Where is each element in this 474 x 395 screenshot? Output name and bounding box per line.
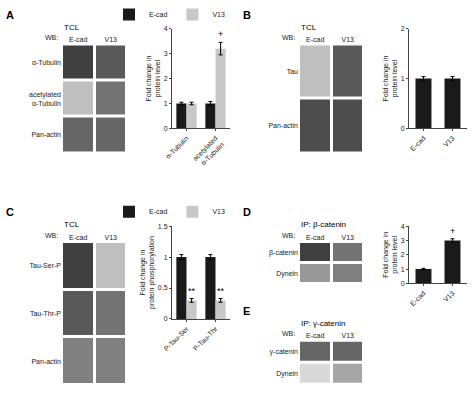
- svg-text:WB:: WB:: [282, 232, 295, 239]
- svg-text:1: 1: [164, 254, 168, 261]
- svg-text:0: 0: [401, 125, 405, 132]
- svg-text:β-catenin: β-catenin: [269, 249, 298, 257]
- svg-text:V13: V13: [442, 134, 456, 148]
- svg-text:Tau-Ser-P: Tau-Ser-P: [29, 262, 61, 269]
- svg-text:0: 0: [164, 315, 168, 322]
- svg-text:E-cad: E-cad: [306, 332, 324, 339]
- svg-text:2: 2: [401, 25, 405, 32]
- svg-text:Fold change inprotein level: Fold change inprotein level: [145, 55, 162, 101]
- svg-text:B: B: [243, 9, 251, 21]
- svg-text:1.5: 1.5: [158, 223, 168, 230]
- svg-text:1: 1: [401, 75, 405, 82]
- svg-text:E-cad: E-cad: [306, 234, 324, 241]
- svg-text:3: 3: [164, 50, 168, 57]
- svg-text:1: 1: [164, 100, 168, 107]
- svg-text:WB:: WB:: [45, 232, 58, 239]
- svg-text:4: 4: [164, 25, 168, 32]
- svg-text:V13: V13: [342, 332, 355, 339]
- svg-text:WB:: WB:: [282, 34, 295, 41]
- svg-text:V13: V13: [212, 11, 225, 18]
- svg-text:V13: V13: [342, 234, 355, 241]
- svg-text:WB:: WB:: [282, 330, 295, 337]
- svg-text:TCL: TCL: [301, 23, 317, 32]
- svg-text:WB:: WB:: [45, 34, 58, 41]
- svg-text:E-cad: E-cad: [149, 11, 167, 18]
- svg-text:V13: V13: [105, 36, 118, 43]
- svg-text:E-cad: E-cad: [409, 134, 427, 152]
- svg-text:Tau-Thr-P: Tau-Thr-P: [30, 310, 61, 317]
- svg-text:+: +: [218, 29, 223, 39]
- svg-text:V13: V13: [105, 234, 118, 241]
- svg-text:Pan-actin: Pan-actin: [268, 122, 298, 129]
- svg-text:Fold change inprotein phosphor: Fold change inprotein phosphorylation: [139, 236, 156, 309]
- svg-text:P-Tau-Thr: P-Tau-Thr: [192, 325, 219, 352]
- svg-text:Fold change inprotein level: Fold change inprotein level: [382, 55, 399, 101]
- svg-text:E-cad: E-cad: [409, 289, 427, 307]
- svg-text:D: D: [243, 206, 251, 218]
- svg-text:E-cad: E-cad: [69, 234, 87, 241]
- svg-text:4: 4: [401, 223, 405, 230]
- svg-text:E: E: [243, 305, 250, 317]
- svg-text:Dynein: Dynein: [276, 370, 298, 378]
- svg-text:0: 0: [401, 280, 405, 287]
- svg-text:α-Tubulin: α-Tubulin: [164, 134, 190, 160]
- svg-text:**: **: [188, 286, 196, 296]
- svg-text:P-Tau-Ser: P-Tau-Ser: [162, 325, 190, 353]
- svg-text:2: 2: [401, 251, 405, 258]
- svg-text:E-cad: E-cad: [149, 208, 167, 215]
- svg-text:**: **: [217, 286, 225, 296]
- svg-text:acetylatedα-Tubulin: acetylatedα-Tubulin: [29, 91, 61, 107]
- svg-text:E-cad: E-cad: [69, 36, 87, 43]
- svg-text:1: 1: [401, 266, 405, 273]
- svg-text:Fold change inprotein level: Fold change inprotein level: [382, 232, 399, 278]
- svg-text:3: 3: [401, 237, 405, 244]
- svg-text:TCL: TCL: [64, 23, 80, 32]
- svg-text:A: A: [6, 9, 14, 21]
- svg-text:IP: β-catenin: IP: β-catenin: [301, 220, 346, 229]
- svg-text:α-Tubulin: α-Tubulin: [32, 59, 61, 66]
- svg-text:Dynein: Dynein: [276, 270, 298, 278]
- svg-text:C: C: [6, 206, 14, 218]
- svg-text:V13: V13: [212, 208, 225, 215]
- svg-text:Tau: Tau: [287, 68, 298, 75]
- svg-text:V13: V13: [342, 36, 355, 43]
- svg-text:0: 0: [164, 125, 168, 132]
- svg-text:+: +: [450, 226, 455, 236]
- svg-text:acetylatedα-Tubulin: acetylatedα-Tubulin: [191, 134, 225, 168]
- svg-text:E-cad: E-cad: [306, 36, 324, 43]
- svg-text:V13: V13: [442, 289, 456, 303]
- svg-text:TCL: TCL: [64, 220, 80, 229]
- svg-text:Pan-actin: Pan-actin: [31, 358, 61, 365]
- svg-text:Pan-actin: Pan-actin: [31, 131, 61, 138]
- svg-text:IP: γ-catenin: IP: γ-catenin: [301, 319, 345, 328]
- svg-text:2: 2: [164, 75, 168, 82]
- svg-text:0.5: 0.5: [158, 284, 168, 291]
- svg-text:γ-catenin: γ-catenin: [270, 348, 299, 356]
